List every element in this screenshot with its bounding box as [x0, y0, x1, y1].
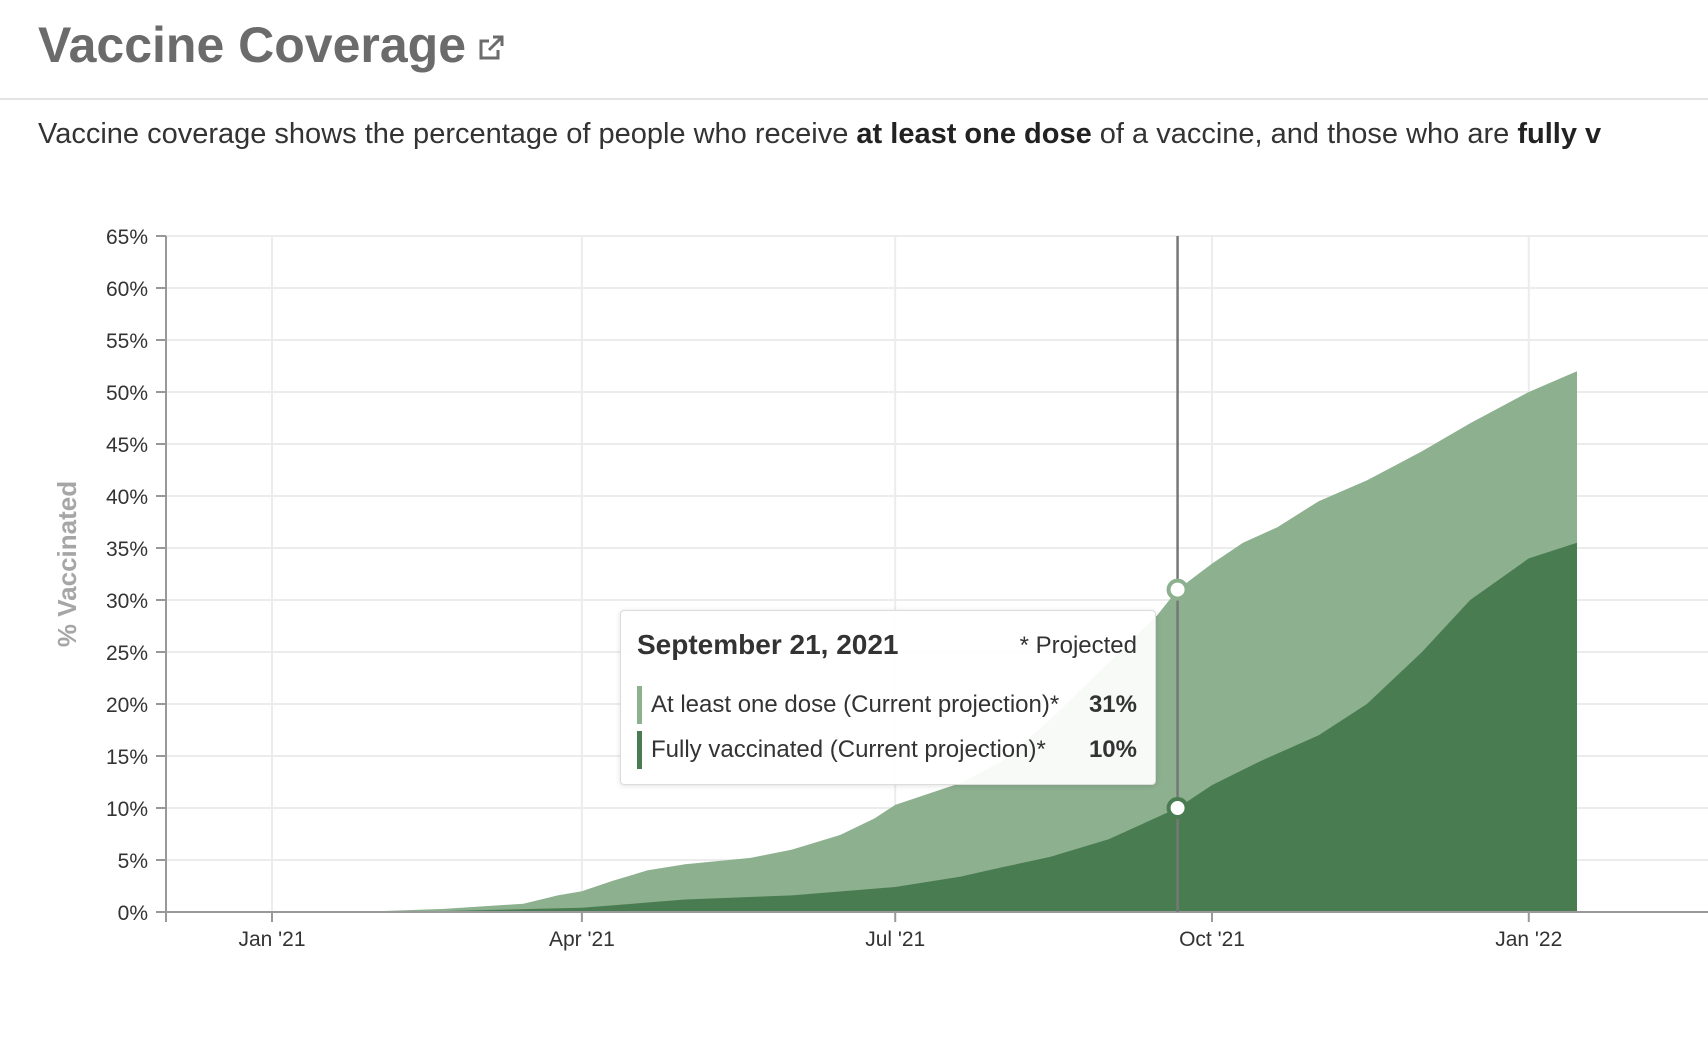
y-tick-label: 55%: [106, 330, 148, 353]
y-tick-label: 35%: [106, 538, 148, 561]
axes: 0% 5% 10% 15% 20% 25% 30% 35% 40% 45% 50% 55% 60% 65%…: [52, 226, 1708, 951]
x-tick-label: Apr '21: [549, 928, 615, 951]
chart-tooltip: September 21, 2021 * Projected At least …: [620, 610, 1156, 785]
x-tick-label: Jan '21: [238, 928, 305, 951]
tooltip-row-fully: Fully vaccinated (Current projection)* 1…: [637, 731, 1137, 769]
chart-description: Vaccine coverage shows the percentage of…: [38, 118, 1601, 151]
y-tick-label: 5%: [118, 850, 148, 873]
hover-marker-one-dose: [1166, 578, 1189, 601]
x-tick-label: Oct '21: [1179, 928, 1245, 951]
series-area-at-least-one-dose[interactable]: [165, 371, 1577, 912]
y-tick-label: 45%: [106, 434, 148, 457]
tooltip-label-one-dose: At least one dose (Current projection)*: [651, 691, 1060, 718]
y-tick-label: 40%: [106, 486, 148, 509]
description-bold-fully: fully v: [1517, 118, 1602, 150]
tooltip-label-fully: Fully vaccinated (Current projection)*: [651, 736, 1046, 763]
tooltip-value-one-dose: 31%: [1088, 691, 1137, 718]
y-tick-label: 60%: [106, 278, 148, 301]
tooltip-row-one-dose: At least one dose (Current projection)* …: [637, 686, 1137, 724]
y-tick-label: 15%: [106, 746, 148, 769]
y-tick-label: 30%: [106, 590, 148, 613]
tooltip-date: September 21, 2021: [637, 629, 899, 660]
y-tick-label: 65%: [106, 226, 148, 249]
y-tick-label: 25%: [106, 642, 148, 665]
area-series: [165, 371, 1577, 912]
tooltip-value-fully: 10%: [1088, 736, 1137, 763]
x-tick-label: Jul '21: [865, 928, 925, 951]
hover-marker-fully: [1166, 797, 1189, 819]
tooltip-projected-note: * Projected: [1019, 632, 1137, 659]
y-tick-label: 10%: [106, 798, 148, 821]
y-tick-label: 20%: [106, 694, 148, 717]
y-tick-label: 0%: [118, 902, 148, 925]
description-bold-one-dose: at least one dose: [856, 118, 1092, 150]
y-axis-label: % Vaccinated: [52, 481, 82, 647]
tooltip-swatch-one-dose: [637, 686, 642, 724]
description-text: Vaccine coverage shows the percentage of…: [38, 118, 857, 150]
x-tick-label: Jan '22: [1495, 928, 1562, 951]
tooltip-swatch-fully: [637, 731, 642, 769]
description-text-2: of a vaccine, and those who are: [1091, 118, 1518, 150]
y-tick-label: 50%: [106, 382, 148, 405]
page-header: Vaccine Coverage: [0, 0, 1708, 100]
hover-indicator: [1166, 236, 1189, 912]
page-title: Vaccine Coverage: [38, 17, 467, 73]
series-area-fully-vaccinated[interactable]: [165, 542, 1577, 912]
external-link-icon[interactable]: [476, 33, 506, 63]
